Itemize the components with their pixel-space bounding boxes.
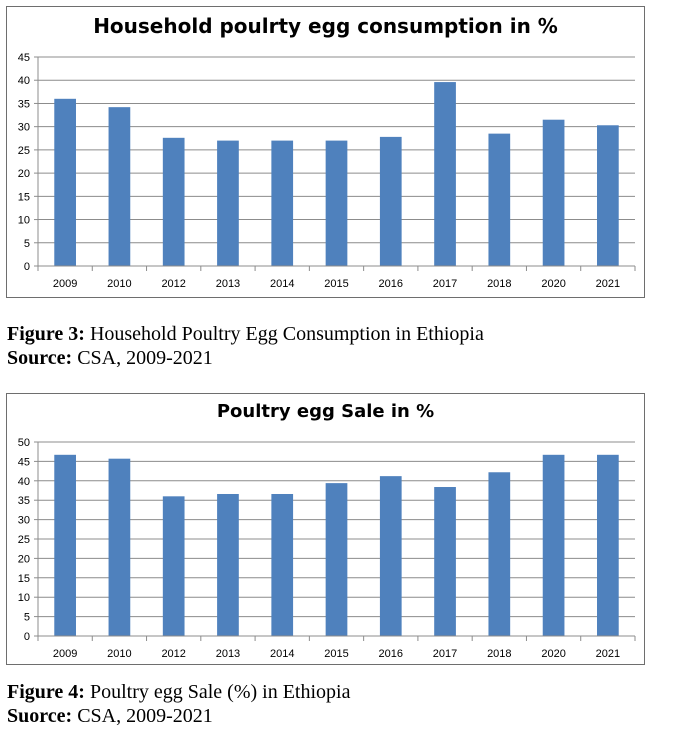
bar <box>54 98 76 266</box>
figure-3-source-text: CSA, 2009-2021 <box>72 347 213 369</box>
bar <box>271 493 294 636</box>
x-tick-label: 2010 <box>107 648 131 660</box>
y-tick-label: 25 <box>18 145 30 157</box>
bar <box>108 458 131 636</box>
bar <box>271 140 294 266</box>
x-tick-label: 2016 <box>379 278 403 290</box>
y-tick-label: 5 <box>24 612 30 624</box>
x-tick-label: 2021 <box>596 648 620 660</box>
y-tick-label: 5 <box>24 238 30 250</box>
x-tick-label: 2018 <box>487 648 511 660</box>
y-tick-label: 0 <box>24 261 30 273</box>
y-tick-label: 20 <box>18 553 30 565</box>
x-tick-label: 2018 <box>487 278 511 290</box>
x-tick-label: 2010 <box>107 278 131 290</box>
bar <box>217 140 239 266</box>
bar <box>597 125 619 266</box>
y-tick-label: 20 <box>18 168 30 180</box>
figure-3-caption: Figure 3: Household Poultry Egg Consumpt… <box>7 322 484 346</box>
bar <box>542 119 565 266</box>
x-tick-label: 2020 <box>541 278 565 290</box>
figure-4-source-label: Suorce: <box>7 705 73 727</box>
bar <box>217 493 239 636</box>
y-tick-label: 30 <box>18 515 30 527</box>
figure-3-source: Source: CSA, 2009-2021 <box>7 346 213 370</box>
bar <box>434 82 456 266</box>
y-tick-label: 45 <box>18 456 30 468</box>
y-tick-label: 45 <box>18 52 30 64</box>
x-tick-label: 2017 <box>433 278 457 290</box>
bar <box>379 136 402 266</box>
bar <box>597 454 619 636</box>
bar <box>434 487 456 636</box>
y-tick-label: 35 <box>18 98 30 110</box>
x-tick-label: 2013 <box>216 648 240 660</box>
y-tick-label: 15 <box>18 191 30 203</box>
bar <box>162 496 185 636</box>
figure-4-source: Suorce: CSA, 2009-2021 <box>7 704 213 728</box>
bar <box>379 476 402 636</box>
y-tick-label: 10 <box>18 215 30 227</box>
y-tick-label: 0 <box>24 631 30 643</box>
bar <box>488 472 511 636</box>
figure-4-source-text: CSA, 2009-2021 <box>72 705 213 727</box>
x-tick-label: 2015 <box>324 648 348 660</box>
y-tick-label: 50 <box>18 437 30 449</box>
y-tick-label: 40 <box>18 75 30 87</box>
x-tick-label: 2014 <box>270 278 294 290</box>
x-tick-label: 2009 <box>53 278 77 290</box>
bar <box>325 140 348 266</box>
y-tick-label: 10 <box>18 592 30 604</box>
y-tick-label: 35 <box>18 495 30 507</box>
x-tick-label: 2012 <box>161 648 185 660</box>
bar <box>54 454 76 636</box>
consumption-chart: Household poulrty egg consumption in % 0… <box>6 6 645 298</box>
chart-title: Poultry egg Sale in % <box>216 401 435 422</box>
bar <box>108 107 131 266</box>
sale-chart-plot: 0 5 10 15 20 25 30 35 40 45 50 2009 2010 2012 2013 2014… <box>18 437 636 660</box>
consumption-chart-plot: 0 5 10 15 20 25 30 35 40 45 2009 2010 2012 2013 2014 20… <box>18 52 636 290</box>
figure-3-text: Household Poultry Egg Consumption in Eth… <box>84 323 484 345</box>
bar <box>542 454 565 636</box>
y-tick-label: 15 <box>18 573 30 585</box>
y-tick-label: 40 <box>18 476 30 488</box>
x-tick-label: 2013 <box>216 278 240 290</box>
x-tick-label: 2009 <box>53 648 77 660</box>
x-tick-label: 2016 <box>379 648 403 660</box>
bar <box>325 483 348 636</box>
figure-3-source-label: Source: <box>7 347 73 369</box>
chart-title: Household poulrty egg consumption in % <box>93 14 558 38</box>
x-tick-label: 2020 <box>541 648 565 660</box>
x-tick-label: 2015 <box>324 278 348 290</box>
x-tick-label: 2017 <box>433 648 457 660</box>
figure-4-label: Figure 4: <box>7 681 85 703</box>
figure-3-label: Figure 3: <box>7 323 85 345</box>
figure-4-text: Poultry egg Sale (%) in Ethiopia <box>84 681 351 703</box>
figure-4-caption: Figure 4: Poultry egg Sale (%) in Ethiop… <box>7 680 350 704</box>
sale-chart: Poultry egg Sale in % 0 5 10 15 20 25 30 35 40 45… <box>6 393 645 665</box>
x-tick-label: 2021 <box>596 278 620 290</box>
y-tick-label: 30 <box>18 122 30 134</box>
x-tick-label: 2012 <box>161 278 185 290</box>
bar <box>162 137 185 266</box>
bar <box>488 133 511 266</box>
x-tick-label: 2014 <box>270 648 294 660</box>
y-tick-label: 25 <box>18 534 30 546</box>
